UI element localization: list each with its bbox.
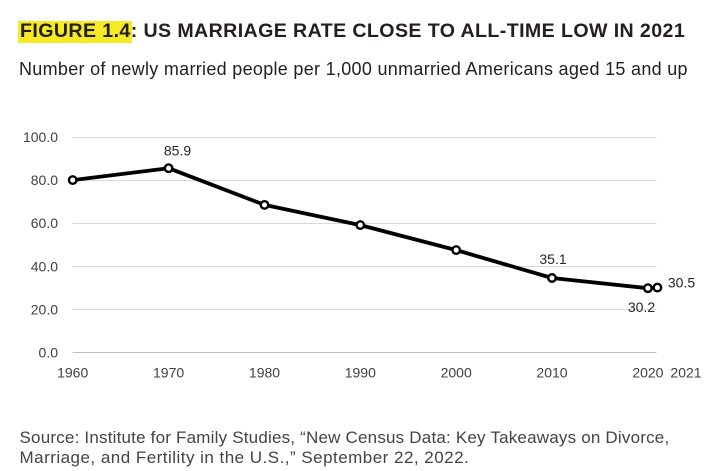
svg-text:0.0: 0.0 [39, 345, 59, 361]
svg-text:30.2: 30.2 [628, 299, 655, 315]
svg-text:40.0: 40.0 [31, 258, 58, 274]
svg-text:20.0: 20.0 [31, 301, 58, 317]
svg-text:100.0: 100.0 [23, 129, 58, 145]
svg-text:1970: 1970 [153, 365, 184, 381]
svg-text:2020: 2020 [632, 365, 663, 381]
svg-text:1990: 1990 [345, 365, 376, 381]
svg-text:35.1: 35.1 [539, 251, 566, 267]
svg-text:80.0: 80.0 [31, 172, 58, 188]
svg-text:60.0: 60.0 [31, 215, 58, 231]
svg-text:2010: 2010 [536, 365, 567, 381]
svg-text:1980: 1980 [249, 365, 280, 381]
svg-text:30.5: 30.5 [668, 275, 695, 291]
svg-text:1960: 1960 [57, 365, 88, 381]
svg-text:2000: 2000 [441, 365, 472, 381]
svg-text:85.9: 85.9 [164, 143, 191, 159]
svg-text:2021: 2021 [670, 365, 701, 381]
